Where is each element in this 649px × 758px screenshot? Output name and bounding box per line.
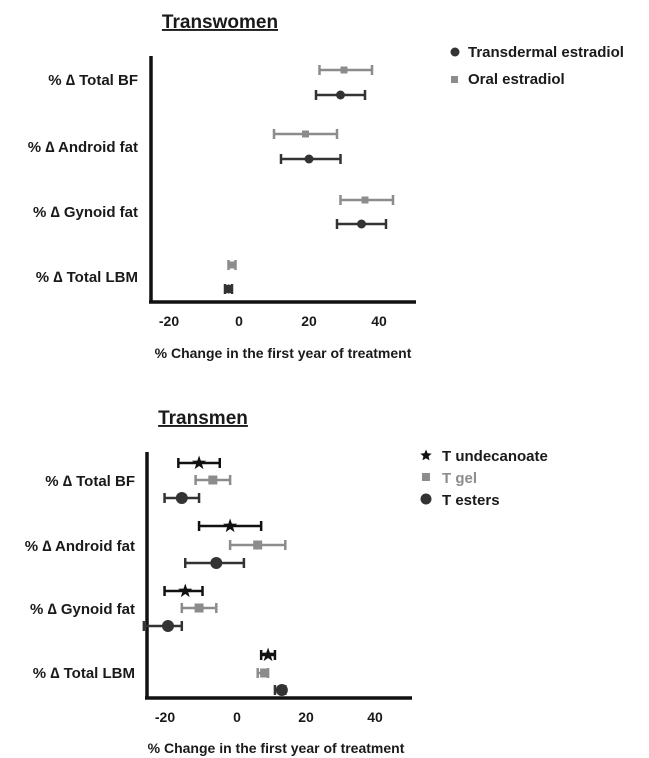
point-marker [336, 90, 345, 100]
legend-marker-star [420, 449, 432, 461]
x-tick-label: -20 [155, 709, 175, 725]
category-label: % ∆ Android fat [25, 538, 135, 555]
category-label: % ∆ Total LBM [33, 665, 135, 682]
x-tick-label: -20 [159, 313, 179, 329]
point-marker [302, 130, 309, 138]
data-marks [142, 455, 288, 696]
legend-marker-square [451, 76, 458, 83]
point-marker [162, 620, 174, 632]
x-tick-label: 20 [298, 709, 314, 725]
point-marker [191, 455, 207, 470]
category-label: % ∆ Total BF [45, 473, 135, 490]
point-marker [275, 684, 288, 696]
legend-marker-circle [420, 493, 432, 505]
point-marker [260, 668, 270, 678]
point-marker [178, 583, 193, 598]
x-tick-label: 40 [367, 709, 383, 725]
category-label: % ∆ Total LBM [36, 269, 138, 286]
x-tick-label: 20 [301, 313, 317, 329]
category-label: % ∆ Gynoid fat [30, 601, 135, 618]
point-marker [194, 603, 204, 613]
point-marker [361, 196, 369, 204]
legend-label: T gel [442, 470, 477, 487]
category-label: % ∆ Gynoid fat [33, 204, 138, 221]
data-marks [223, 65, 395, 294]
x-axis-label: % Change in the first year of treatment [148, 740, 405, 756]
legend-marker-square [422, 473, 430, 481]
point-marker [210, 557, 223, 569]
panel-title: Transmen [158, 408, 248, 429]
x-tick-label: 40 [371, 313, 387, 329]
x-tick-label: 0 [233, 709, 241, 725]
point-marker [223, 518, 238, 533]
point-marker [357, 219, 366, 229]
point-marker [208, 475, 218, 485]
legend-marker-circle [450, 47, 460, 57]
legend-label: Transdermal estradiol [468, 44, 624, 61]
panel-transwomen: Transwomen % ∆ Total BF % ∆ Android fat … [28, 12, 624, 361]
x-tick-label: 0 [235, 313, 243, 329]
panel-transmen: Transmen % ∆ Total BF % ∆ Android fat % … [25, 408, 548, 756]
legend-label: Oral estradiol [468, 71, 565, 88]
panel-title: Transwomen [162, 12, 278, 33]
point-marker [175, 492, 188, 504]
category-label: % ∆ Android fat [28, 139, 138, 156]
legend: Transdermal estradiol Oral estradiol [450, 44, 624, 88]
point-marker [224, 284, 233, 294]
point-marker [228, 261, 236, 269]
legend-label: T esters [442, 492, 500, 509]
legend-label: T undecanoate [442, 448, 548, 465]
category-label: % ∆ Total BF [48, 72, 138, 89]
point-marker [340, 66, 348, 74]
legend: T undecanoate T gel T esters [420, 448, 548, 509]
x-axis-label: % Change in the first year of treatment [155, 345, 412, 361]
point-marker [253, 540, 263, 550]
point-marker [260, 647, 276, 662]
point-marker [304, 154, 314, 164]
